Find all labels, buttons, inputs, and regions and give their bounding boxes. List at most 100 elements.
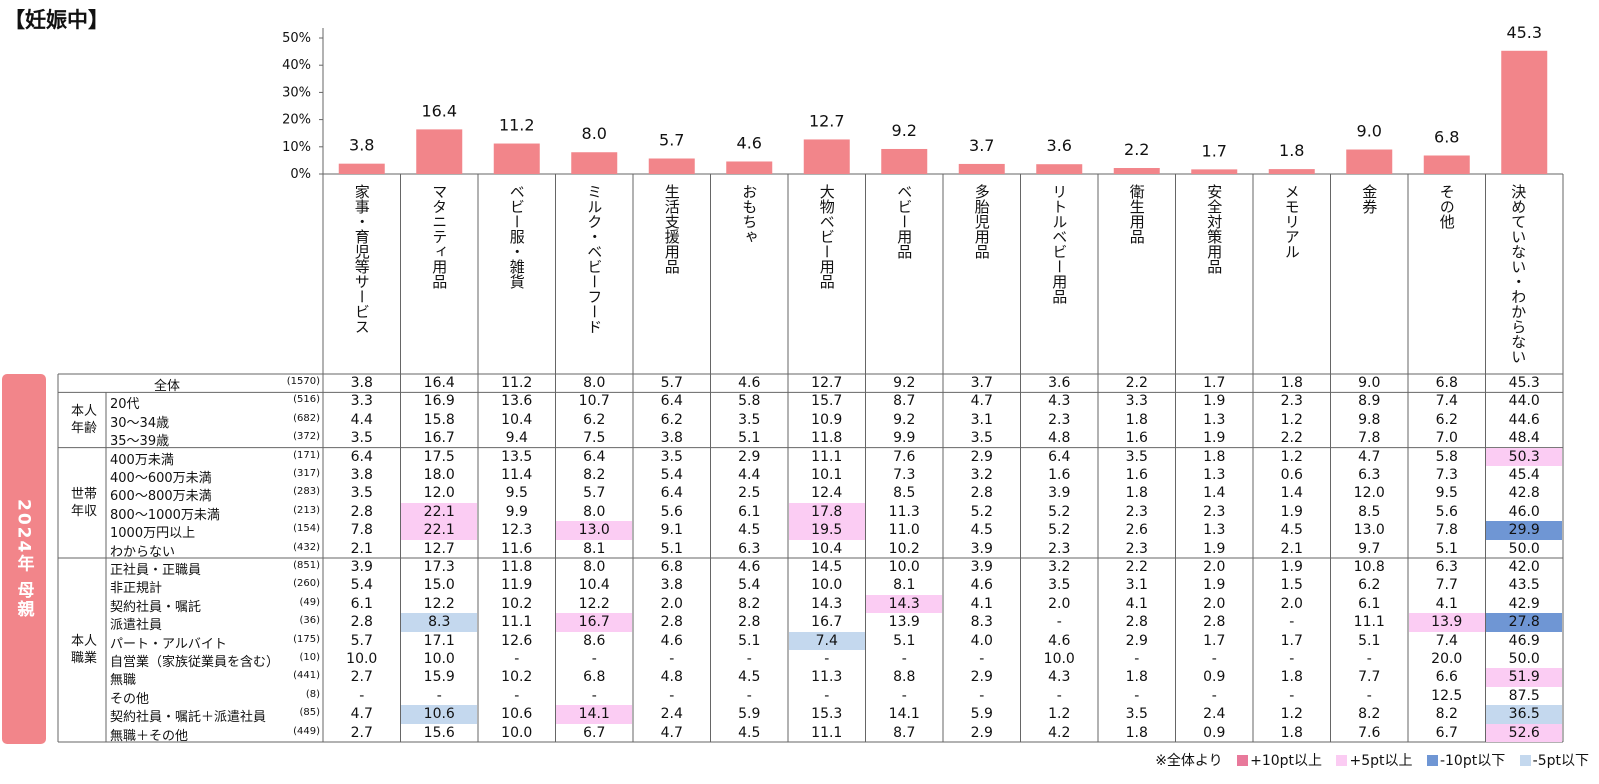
category-label: メモリアル — [1282, 184, 1301, 259]
table-cell: 4.5 — [970, 522, 993, 539]
table-cell: 42.0 — [1508, 559, 1540, 575]
table-cell: 22.1 — [401, 521, 478, 540]
table-cell: 10.2 — [501, 595, 533, 612]
table-cell: 19.5 — [788, 521, 865, 540]
table-cell: 50.0 — [1508, 540, 1540, 557]
table-cell: 6.8 — [583, 669, 606, 686]
table-row: 契約社員・嘱託 (49) 6.1 12.2 10.2 12.2 2.0 8.2 14.3 14.3… — [58, 594, 1561, 615]
table-cell: 5.2 — [970, 503, 993, 520]
table-cell: 1.6 — [1125, 467, 1148, 483]
table-cell: 0.9 — [1203, 724, 1226, 741]
bar — [338, 163, 385, 174]
table-cell: 43.5 — [1508, 577, 1540, 594]
table-cell: 8.5 — [893, 485, 916, 502]
row-label: 無職＋その他 — [110, 728, 189, 744]
table-cell: 9.9 — [505, 503, 528, 520]
table-cell: 14.3 — [811, 595, 843, 612]
table-cell: 42.8 — [1508, 485, 1540, 502]
table-cell: 17.8 — [788, 502, 865, 522]
table-cell: 5.4 — [660, 467, 683, 483]
table-cell: 1.8 — [1203, 448, 1226, 465]
table-cell: 4.0 — [970, 632, 993, 649]
table-cell: 4.6 — [660, 632, 683, 649]
table-cell: 1.8 — [1125, 669, 1148, 686]
table-cell: 7.4 — [1435, 632, 1458, 649]
table-cell: 5.7 — [350, 632, 373, 649]
row-sample-size: (175) — [293, 633, 320, 645]
table-cell: 1.3 — [1203, 467, 1226, 483]
table-cell: 2.2 — [1125, 559, 1148, 575]
table-cell: 3.2 — [970, 467, 993, 483]
row-sample-size: (682) — [293, 412, 320, 424]
table-cell: 8.2 — [1358, 706, 1381, 723]
side-label: 2024年 母親 — [2, 374, 46, 744]
table-cell: 5.1 — [1358, 632, 1381, 649]
table-cell: 6.4 — [350, 448, 373, 465]
table-cell: 3.5 — [970, 430, 993, 447]
table-cell: 5.8 — [738, 393, 761, 410]
table-cell: 16.7 — [811, 614, 843, 631]
row-label: 契約社員・嘱託＋派遣社員 — [110, 710, 267, 726]
table-cell: 8.5 — [1358, 503, 1381, 520]
table-cell: 1.9 — [1280, 559, 1303, 575]
table-cell: - — [1289, 651, 1295, 667]
bar-value-label: 8.0 — [582, 124, 607, 143]
table-cell: 3.1 — [970, 411, 993, 428]
table-cell: 3.8 — [660, 430, 683, 447]
table-cell: 9.4 — [505, 430, 528, 447]
table-cell: 1.8 — [1125, 485, 1148, 502]
table-cell: 5.9 — [738, 706, 761, 723]
table-cell: 48.4 — [1508, 430, 1540, 447]
row-label: 正社員・正職員 — [110, 563, 202, 578]
table-cell: 14.1 — [556, 705, 633, 724]
bar-value-label: 2.2 — [1124, 140, 1149, 159]
table-cell: 11.3 — [888, 503, 920, 520]
row-label: 自営業（家族従業員を含む） — [110, 655, 280, 670]
category-label: 衛生用品 — [1127, 184, 1146, 244]
table-cell: 6.2 — [660, 411, 683, 428]
table-cell: 45.3 — [1508, 375, 1540, 391]
table-cell: 8.2 — [1435, 706, 1458, 723]
table-cell: 6.4 — [660, 393, 683, 410]
table-cell: 4.7 — [350, 706, 373, 723]
table-cell: 14.3 — [866, 594, 943, 614]
bar-value-label: 45.3 — [1506, 23, 1542, 42]
table-cell: 16.7 — [423, 430, 455, 447]
table-cell: 16.7 — [556, 613, 633, 632]
table-cell: 6.7 — [583, 724, 606, 741]
table-cell: 3.9 — [970, 559, 993, 575]
table-cell: 5.6 — [1435, 503, 1458, 520]
table-cell: 7.4 — [1435, 393, 1458, 410]
table-cell: 3.2 — [1048, 559, 1071, 575]
table-cell: 1.9 — [1203, 430, 1226, 447]
bar-value-label: 11.2 — [499, 116, 535, 135]
table-cell: 3.9 — [1048, 485, 1071, 502]
table-cell: - — [436, 687, 442, 704]
table-row: 800～1000万未満 (213) 2.8 22.1 9.9 8.0 5.6 6.1 17.8 1… — [58, 502, 1561, 523]
row-label: 非正規計 — [110, 581, 163, 597]
table-cell: 3.3 — [350, 393, 373, 410]
bar — [1423, 155, 1470, 174]
table-cell: 4.1 — [1435, 595, 1458, 612]
table-cell: 6.4 — [660, 485, 683, 502]
row-sample-size: (283) — [293, 486, 320, 498]
table-cell: 1.9 — [1203, 577, 1226, 594]
table-cell: 7.4 — [788, 631, 865, 650]
y-tick-label: 50% — [282, 31, 311, 46]
table-cell: 8.6 — [583, 632, 606, 649]
group-label: 本人 職業 — [70, 634, 97, 666]
table-cell: 10.0 — [423, 651, 455, 667]
table-cell: 5.4 — [738, 577, 761, 594]
row-sample-size: (8) — [305, 688, 320, 700]
table-cell: 12.7 — [811, 375, 843, 391]
table-cell: 2.8 — [350, 614, 373, 631]
table-cell: - — [901, 687, 907, 704]
table-cell: 1.3 — [1203, 522, 1226, 539]
legend-swatch-p5 — [1336, 755, 1348, 766]
table-cell: 3.9 — [350, 559, 373, 575]
table-cell: 7.3 — [893, 467, 916, 483]
table-cell: 10.6 — [401, 705, 478, 724]
bar-value-label: 9.0 — [1357, 122, 1382, 141]
table-cell: - — [514, 651, 520, 667]
table-cell: - — [1366, 651, 1372, 667]
